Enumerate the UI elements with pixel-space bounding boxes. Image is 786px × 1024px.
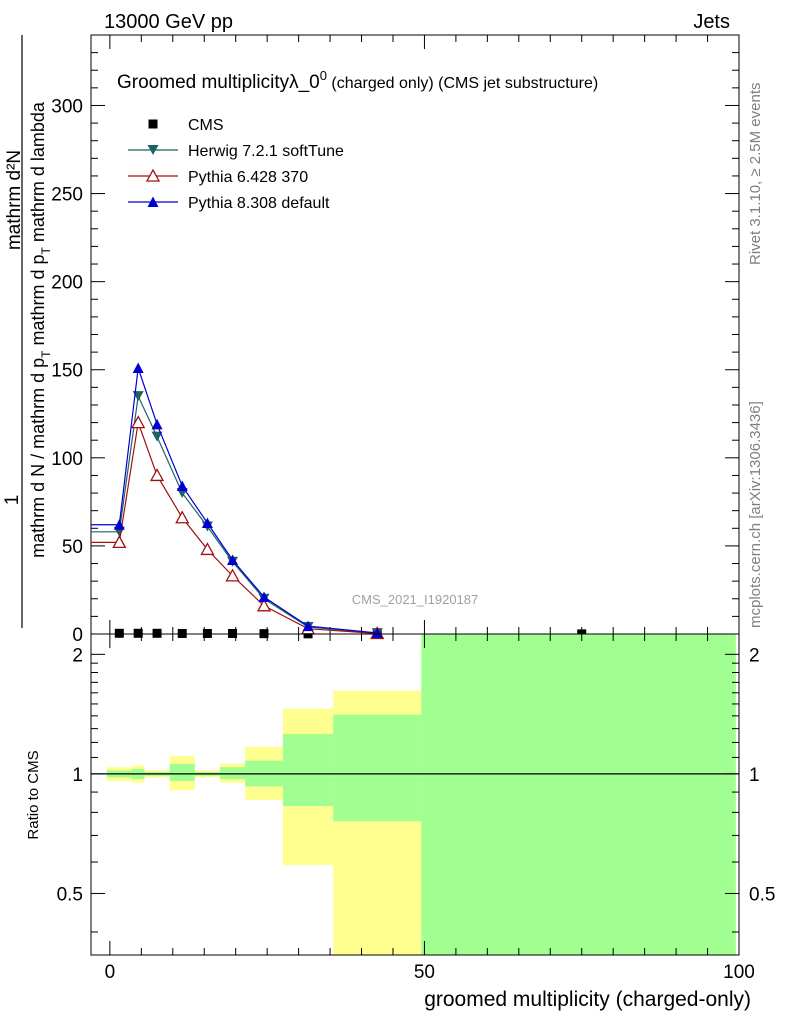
plot-title: Groomed multiplicityλ_00 (charged only) … xyxy=(117,68,598,93)
ratio-bands xyxy=(91,634,739,955)
legend-label-cms: CMS xyxy=(188,117,224,134)
legend: CMS Herwig 7.2.1 softTune Pythia 6.428 370… xyxy=(128,117,344,212)
watermark: CMS_2021_I1920187 xyxy=(352,592,479,607)
ratio-stat-band xyxy=(219,767,246,780)
ratio-y-tick-label: 0.5 xyxy=(57,884,83,905)
point-cms xyxy=(202,628,212,638)
point-pythia-6-428-370 xyxy=(131,415,146,429)
main-y-ticks: 0 50 100 150 200 250 300 xyxy=(51,35,740,646)
y-label-denom-c: mathrm d lambda xyxy=(28,101,48,247)
ratio-plot-frame xyxy=(90,633,740,956)
x-tick-label: 100 xyxy=(723,962,755,983)
series-line-pythia-8-308-default xyxy=(91,367,378,634)
ratio-ticks: 0.5 0.5 1 1 2 2 0 50 100 xyxy=(57,634,775,983)
point-pythia-6-428-370 xyxy=(256,598,272,612)
point-cms xyxy=(177,628,187,638)
category-label: Jets xyxy=(693,11,730,33)
main-y-tick-label: 100 xyxy=(51,449,83,470)
point-pythia-8-308-default xyxy=(151,418,163,430)
rivet-label: Rivet 3.1.10, ≥ 2.5M events xyxy=(747,83,764,266)
legend-label-pythia-8-308-default: Pythia 8.308 default xyxy=(188,195,330,212)
main-y-tick-label: 50 xyxy=(62,537,83,558)
main-plot-panel: 0 50 100 150 200 250 300 Groomed multiplicityλ… xyxy=(51,34,740,646)
point-pythia-8-308-default xyxy=(371,627,383,638)
point-pythia-8-308-default xyxy=(176,480,188,492)
ratio-y-tick-label-right: 0.5 xyxy=(749,884,775,905)
point-pythia-8-308-default xyxy=(302,620,314,632)
main-y-axis-label: 1 mathrm d²N mathrm d N / mathrm d pT ma… xyxy=(2,35,53,628)
mcplots-label: mcplots.cern.ch [arXiv:1306.3436] xyxy=(747,401,764,628)
main-y-tick-label: 300 xyxy=(51,96,83,117)
point-cms xyxy=(228,628,238,638)
point-pythia-8-308-default xyxy=(201,517,213,529)
legend-marker-cms xyxy=(148,119,158,129)
plot-title-lambda: λ_0 xyxy=(289,72,320,93)
x-axis-label: groomed multiplicity (charged-only) xyxy=(424,988,751,1011)
x-tick-label: 0 xyxy=(105,962,116,983)
ratio-stat-band xyxy=(282,734,334,807)
point-cms xyxy=(114,628,124,638)
ratio-stat-band xyxy=(421,634,736,955)
point-pythia-6-428-370 xyxy=(200,542,215,556)
point-pythia-6-428-370 xyxy=(112,535,127,549)
series-line-herwig-7-2-1-softtune xyxy=(91,394,378,634)
y-label-numerator: mathrm d²N xyxy=(4,150,25,250)
plot-title-sup: 0 xyxy=(320,68,327,83)
y-label-denom-b: mathrm d p xyxy=(28,254,48,350)
ratio-y-label: Ratio to CMS xyxy=(25,750,42,839)
ratio-y-tick-label: 2 xyxy=(72,645,83,666)
energy-label: 13000 GeV pp xyxy=(104,11,233,33)
y-label-denom-a: mathrm d N / mathrm d p xyxy=(28,358,48,558)
legend-label-herwig-7-2-1-softtune: Herwig 7.2.1 softTune xyxy=(188,143,344,160)
legend-label-pythia-6-428-370: Pythia 6.428 370 xyxy=(188,169,308,186)
ratio-stat-band xyxy=(333,714,422,822)
point-cms xyxy=(152,628,162,638)
ratio-y-tick-label-right: 1 xyxy=(749,765,760,786)
legend-marker-pythia-6-428-370 xyxy=(145,168,161,182)
point-cms xyxy=(133,628,143,638)
point-pythia-8-308-default xyxy=(132,362,144,373)
y-label-denom-sub: T xyxy=(39,350,53,358)
main-y-tick-label: 150 xyxy=(51,361,83,382)
y-label-denominator: mathrm d N / mathrm d pT mathrm d pT mat… xyxy=(28,101,53,558)
point-pythia-6-428-370 xyxy=(225,568,240,582)
plot-title-main: Groomed multiplicity xyxy=(117,72,290,93)
main-y-tick-label: 200 xyxy=(51,273,83,294)
main-y-tick-label: 0 xyxy=(72,625,83,646)
ratio-plot-panel: 0.5 0.5 1 1 2 2 0 50 100 xyxy=(57,633,775,983)
legend-marker-herwig-7-2-1-softtune xyxy=(147,145,159,155)
series-line-pythia-6-428-370 xyxy=(91,422,378,635)
main-y-tick-label: 250 xyxy=(51,185,83,206)
ratio-y-tick-label-right: 2 xyxy=(749,645,760,666)
legend-marker-pythia-8-308-default xyxy=(147,196,159,207)
main-series-group xyxy=(91,362,587,640)
point-pythia-6-428-370 xyxy=(149,468,165,482)
point-pythia-8-308-default xyxy=(113,519,125,530)
plot-title-rest: (charged only) (CMS jet substructure) xyxy=(327,75,598,92)
point-pythia-8-308-default xyxy=(258,591,270,603)
ratio-y-tick-label: 1 xyxy=(72,765,83,786)
x-tick-label: 50 xyxy=(414,962,435,983)
point-pythia-6-428-370 xyxy=(175,510,190,524)
point-pythia-8-308-default xyxy=(227,554,239,566)
ratio-stat-band xyxy=(169,763,195,781)
y-label-denom-sub2: T xyxy=(39,246,53,254)
y-label-prefix: 1 xyxy=(2,495,23,506)
point-herwig-7-2-1-softtune xyxy=(151,431,163,442)
